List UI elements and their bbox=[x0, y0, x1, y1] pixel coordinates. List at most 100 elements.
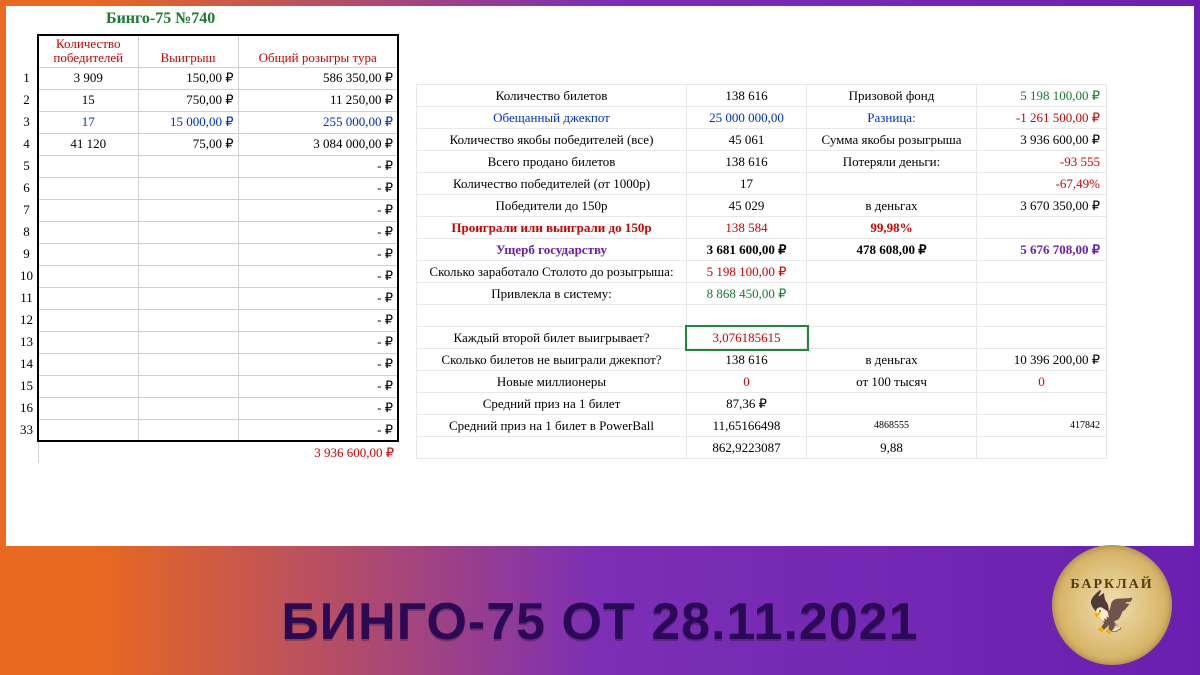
total-cell: - ₽ bbox=[238, 177, 398, 199]
row-number: 14 bbox=[16, 353, 38, 375]
winners-table: Количество победителей Выигрыш Общий роз… bbox=[16, 34, 399, 463]
total-cell: - ₽ bbox=[238, 419, 398, 441]
col-header: Количество победителей bbox=[38, 35, 138, 67]
winners-cell bbox=[38, 397, 138, 419]
winners-cell bbox=[38, 265, 138, 287]
winners-cell bbox=[38, 287, 138, 309]
stat-label: Количество билетов bbox=[417, 85, 687, 107]
row-number: 6 bbox=[16, 177, 38, 199]
winners-cell: 17 bbox=[38, 111, 138, 133]
prize-cell: 150,00 ₽ bbox=[138, 67, 238, 89]
row-number: 16 bbox=[16, 397, 38, 419]
winners-cell bbox=[38, 199, 138, 221]
row-number: 12 bbox=[16, 309, 38, 331]
stat-label2: 4868555 bbox=[807, 415, 977, 437]
stat-label2 bbox=[807, 327, 977, 349]
col-header: Выигрыш bbox=[138, 35, 238, 67]
stat-value: 3 681 600,00 ₽ bbox=[687, 239, 807, 261]
stat-label: Каждый второй билет выигрывает? bbox=[417, 327, 687, 349]
total-cell: - ₽ bbox=[238, 199, 398, 221]
stat-label: Средний приз на 1 билет в PowerBall bbox=[417, 415, 687, 437]
prize-cell bbox=[138, 375, 238, 397]
stat-value: 5 198 100,00 ₽ bbox=[687, 261, 807, 283]
winners-cell bbox=[38, 375, 138, 397]
total-cell: - ₽ bbox=[238, 221, 398, 243]
row-number: 9 bbox=[16, 243, 38, 265]
stat-label2: 478 608,00 ₽ bbox=[807, 239, 977, 261]
total-cell: - ₽ bbox=[238, 155, 398, 177]
stat-label: Победители до 150р bbox=[417, 195, 687, 217]
stat-value2: -67,49% bbox=[977, 173, 1107, 195]
stat-label2 bbox=[807, 173, 977, 195]
winners-cell bbox=[38, 331, 138, 353]
winners-cell bbox=[38, 353, 138, 375]
stat-value bbox=[687, 305, 807, 327]
total-cell: - ₽ bbox=[238, 243, 398, 265]
winners-cell bbox=[38, 177, 138, 199]
stat-label2: от 100 тысяч bbox=[807, 371, 977, 393]
row-number: 2 bbox=[16, 89, 38, 111]
total-cell: - ₽ bbox=[238, 309, 398, 331]
stat-label2: 99,98% bbox=[807, 217, 977, 239]
winners-cell: 41 120 bbox=[38, 133, 138, 155]
stat-value: 25 000 000,00 bbox=[687, 107, 807, 129]
stats-table: Количество билетов138 616Призовой фонд5 … bbox=[416, 84, 1107, 459]
prize-cell bbox=[138, 419, 238, 441]
stat-value2: 5 198 100,00 ₽ bbox=[977, 85, 1107, 107]
total-cell: - ₽ bbox=[238, 331, 398, 353]
stat-value2 bbox=[977, 327, 1107, 349]
prize-cell: 75,00 ₽ bbox=[138, 133, 238, 155]
stat-label2: в деньгах bbox=[807, 349, 977, 371]
stat-label bbox=[417, 437, 687, 459]
prize-cell: 15 000,00 ₽ bbox=[138, 111, 238, 133]
row-number: 3 bbox=[16, 111, 38, 133]
banner: БИНГО-75 ОТ 28.11.2021 bbox=[0, 569, 1200, 675]
stat-label2 bbox=[807, 283, 977, 305]
winners-cell: 15 bbox=[38, 89, 138, 111]
row-number: 7 bbox=[16, 199, 38, 221]
stat-value2 bbox=[977, 261, 1107, 283]
stat-value2: 5 676 708,00 ₽ bbox=[977, 239, 1107, 261]
total-cell: - ₽ bbox=[238, 397, 398, 419]
stat-value: 45 061 bbox=[687, 129, 807, 151]
stat-value: 0 bbox=[687, 371, 807, 393]
stat-label2: в деньгах bbox=[807, 195, 977, 217]
total-cell: 11 250,00 ₽ bbox=[238, 89, 398, 111]
winners-cell bbox=[38, 309, 138, 331]
stat-value2: 417842 bbox=[977, 415, 1107, 437]
row-number: 5 bbox=[16, 155, 38, 177]
stat-value: 862,9223087 bbox=[687, 437, 807, 459]
row-number: 11 bbox=[16, 287, 38, 309]
stat-value: 45 029 bbox=[687, 195, 807, 217]
stat-value2 bbox=[977, 437, 1107, 459]
row-number: 1 bbox=[16, 67, 38, 89]
eagle-icon: 🦅 bbox=[1087, 593, 1137, 633]
prize-cell bbox=[138, 397, 238, 419]
stat-label: Сколько заработало Столото до розыгрыша: bbox=[417, 261, 687, 283]
winners-cell bbox=[38, 155, 138, 177]
spreadsheet: Бинго-75 №740 Количество победителей Выи… bbox=[6, 6, 1194, 546]
stat-label2 bbox=[807, 305, 977, 327]
stat-value: 11,65166498 bbox=[687, 415, 807, 437]
banner-text: БИНГО-75 ОТ 28.11.2021 bbox=[281, 592, 918, 652]
row-number: 33 bbox=[16, 419, 38, 441]
prize-cell: 750,00 ₽ bbox=[138, 89, 238, 111]
total-cell: - ₽ bbox=[238, 265, 398, 287]
prize-cell bbox=[138, 265, 238, 287]
row-number: 8 bbox=[16, 221, 38, 243]
stat-value: 138 616 bbox=[687, 151, 807, 173]
stat-value2 bbox=[977, 305, 1107, 327]
row-number: 10 bbox=[16, 265, 38, 287]
total-cell: 3 084 000,00 ₽ bbox=[238, 133, 398, 155]
total-cell: - ₽ bbox=[238, 353, 398, 375]
stat-value: 3,076185615 bbox=[687, 327, 807, 349]
row-number: 15 bbox=[16, 375, 38, 397]
stat-value: 17 bbox=[687, 173, 807, 195]
stat-label2: Призовой фонд bbox=[807, 85, 977, 107]
stat-value: 87,36 ₽ bbox=[687, 393, 807, 415]
col-header: Общий розыгры тура bbox=[238, 35, 398, 67]
stat-label: Количество якобы победителей (все) bbox=[417, 129, 687, 151]
total-cell: - ₽ bbox=[238, 287, 398, 309]
stat-label: Новые миллионеры bbox=[417, 371, 687, 393]
sheet-title: Бинго-75 №740 bbox=[106, 10, 215, 28]
